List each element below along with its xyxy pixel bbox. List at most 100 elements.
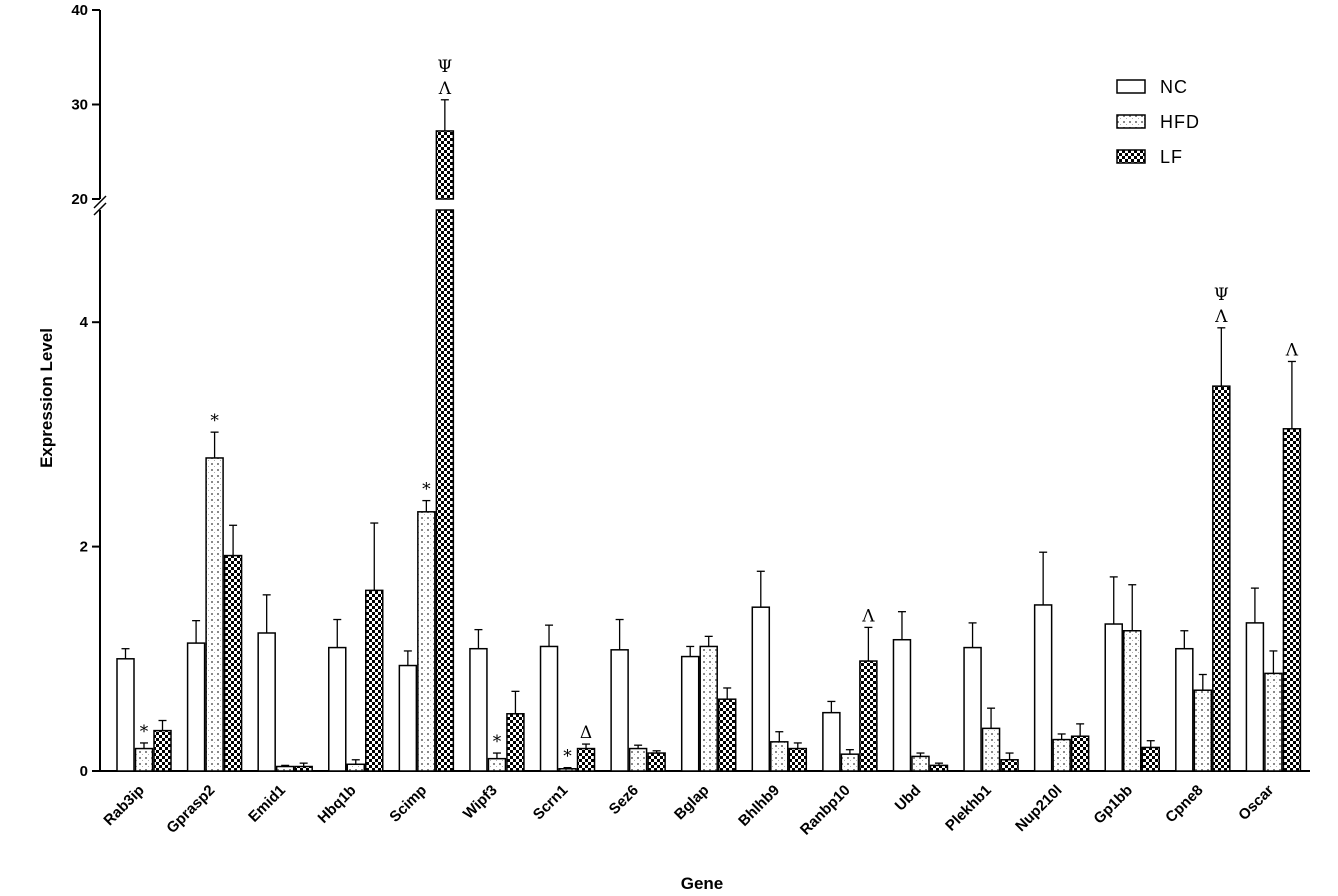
bar-lf [1212,385,1231,772]
legend: NC HFD LF [1116,77,1200,167]
bar-nc [892,638,912,772]
bar-hfd [346,763,366,772]
bar-nc [186,642,206,772]
significance-mark: * [493,732,502,752]
bar-nc [539,645,559,772]
bar-hfd [699,645,718,772]
y-tick-label: 40 [71,2,88,19]
bar-hfd [205,457,224,772]
bar-hfd [628,747,648,772]
legend-label-hfd: HFD [1160,112,1200,132]
bar-lf [859,660,878,772]
bar-lf [1000,759,1019,772]
x-tick-label: Sez6 [606,782,642,818]
x-tick-label: Bhlhb9 [735,782,783,830]
bar-nc [116,658,135,772]
bar-lf [1141,746,1160,772]
axis-break-mark [93,202,107,216]
bar-lf [929,764,949,772]
x-tick-label: Oscar [1235,782,1277,824]
bar-nc [610,649,629,772]
bar-lf [717,698,737,772]
bar-nc [469,647,488,772]
bar-lf [506,713,525,772]
bar-lf [576,747,596,772]
legend-swatch-nc [1116,79,1146,94]
bars [116,130,1302,772]
bar-lf [153,729,172,772]
bar-nc [1033,604,1053,772]
bar-lf [365,589,384,772]
x-tick-label: Cpne8 [1162,782,1206,826]
bar-nc [822,711,841,772]
y-tick-label: 20 [71,191,88,208]
bar-hfd [840,753,860,772]
legend-swatch-lf [1116,149,1146,164]
bar-nc [1245,622,1265,772]
bar-hfd [487,757,507,772]
bar-lf [788,747,808,772]
bar-lf [1282,428,1302,772]
bar-nc [680,655,700,772]
legend-swatch-hfd [1116,114,1146,129]
bar-nc [398,664,418,772]
y-axis-title: Expression Level [37,328,56,468]
bar-hfd [911,755,930,772]
significance-mark: Δ [580,723,592,743]
bar-hfd [417,511,436,772]
significance-mark: * [210,411,219,431]
bar-lf-upper [435,130,455,200]
bar-nc [1104,623,1123,772]
bar-hfd [1264,672,1283,772]
x-axis-category-labels: Rab3ip Gprasp2 Emid1 Hbq1b Scimp Wipf3 Scrn1 Se… [100,782,1277,839]
x-tick-label: Plekhb1 [942,782,995,835]
x-tick-label: Emid1 [245,782,289,826]
x-tick-label: Ubd [892,782,925,815]
bar-hfd [1122,630,1142,772]
x-tick-label: Bglap [671,782,712,823]
bar-nc [1175,647,1194,772]
x-tick-label: Scimp [386,782,430,826]
error-bars [121,99,1296,769]
bar-hfd [558,768,577,772]
x-axis-title: Gene [681,874,724,893]
bar-nc [328,646,347,772]
significance-mark: Ψ [1214,285,1229,305]
significance-mark: Λ [1214,307,1228,327]
significance-mark: * [422,480,431,500]
legend-label-nc: NC [1160,77,1188,97]
x-tick-label: Ranbp10 [797,782,854,839]
bar-lf [294,765,313,772]
significance-mark: Λ [861,606,875,626]
bar-nc [963,646,982,772]
bar-hfd [981,727,1001,772]
bar-hfd [1052,738,1071,772]
significance-mark: * [140,722,149,742]
significance-mark: * [563,747,572,767]
y-tick-label: 2 [80,539,88,556]
significance-mark: Λ [1285,340,1299,360]
x-tick-label: Gprasp2 [163,782,218,837]
x-tick-label: Nup210l [1012,782,1065,835]
significance-mark: Ψ [437,57,452,77]
bar-hfd [134,747,154,772]
bar-lf [1070,735,1090,772]
y-axis-ticks: 0 2 4 20 30 40 [71,2,100,780]
bar-lf [647,752,666,772]
bar-nc [751,606,771,772]
bar-hfd [770,741,789,772]
y-tick-label: 30 [71,97,88,114]
y-tick-label: 4 [80,314,89,331]
bar-hfd [1193,689,1213,772]
x-tick-label: Rab3ip [100,782,147,829]
y-tick-label: 0 [80,763,88,780]
bar-lf [223,554,243,772]
legend-label-lf: LF [1160,147,1183,167]
significance-mark: Λ [438,79,452,99]
x-tick-label: Hbq1b [315,782,360,827]
bar-hfd [275,765,295,772]
x-tick-label: Wipf3 [460,782,501,823]
x-tick-label: Gp1bb [1090,782,1136,828]
